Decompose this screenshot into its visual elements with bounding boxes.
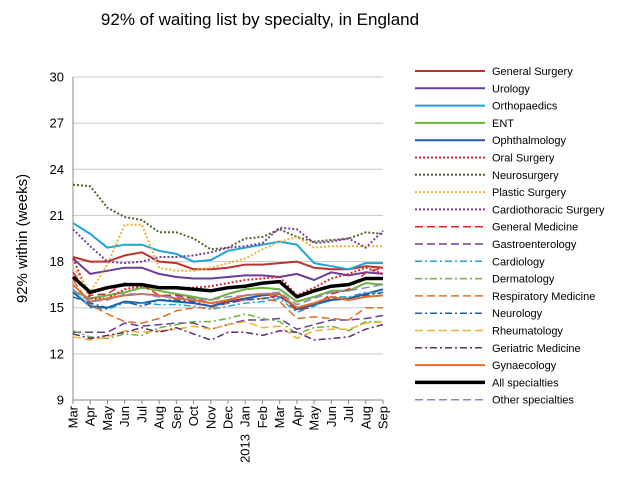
chart-title: 92% of waiting list by specialty, in Eng… xyxy=(100,10,420,29)
series-line-geriatric-medicine xyxy=(72,323,384,341)
series-line-general-surgery xyxy=(72,251,384,271)
legend: General Surgery Urology Orthopaedics ENT Oph… xyxy=(415,66,605,407)
x-tick-label: Jan xyxy=(238,406,253,427)
x-tick-label: Nov xyxy=(203,406,218,430)
legend-label-orthopaedics: Orthopaedics xyxy=(492,101,558,113)
x-tick-label: May xyxy=(307,406,322,431)
x-tick-label: Feb xyxy=(255,406,270,428)
series-line-all-specialties xyxy=(71,275,383,299)
legend-label-respiratory-medicine: Respiratory Medicine xyxy=(492,291,595,303)
axes xyxy=(72,77,383,401)
y-tick-label: 12 xyxy=(50,346,64,361)
legend-label-cardiothoracic-surgery: Cardiothoracic Surgery xyxy=(492,204,605,216)
series-line-rheumatology xyxy=(72,320,384,341)
x-tick-label: Sep xyxy=(169,406,184,429)
x-tick-label: Jun xyxy=(117,406,132,427)
series-line-ent xyxy=(72,282,384,303)
series-lines xyxy=(71,183,384,341)
x-tick-label: Apr xyxy=(289,405,304,426)
legend-label-ent: ENT xyxy=(492,118,514,130)
x-axis-ticks: Mar Apr May Jun Jul Aug Sep Oct Nov Dec Jan Feb Mar A… xyxy=(66,400,391,463)
series-line-neurology xyxy=(72,291,384,309)
series-line-orthopaedics xyxy=(72,222,383,271)
legend-label-general-medicine: General Medicine xyxy=(492,222,578,234)
legend-label-gynaecology: Gynaecology xyxy=(492,360,557,372)
legend-label-ophthalmology: Ophthalmology xyxy=(492,135,566,147)
y-tick-label: 9 xyxy=(57,393,64,408)
series-line-cardiology xyxy=(72,288,384,314)
x-year-label: 2013 xyxy=(238,434,253,463)
legend-label-gastroenterology: Gastroenterology xyxy=(492,239,577,251)
x-tick-label: Aug xyxy=(152,406,167,429)
x-tick-label: Mar xyxy=(272,405,287,428)
legend-label-oral-surgery: Oral Surgery xyxy=(492,153,555,165)
series-line-dermatology xyxy=(72,313,383,340)
x-tick-label: Jul xyxy=(134,406,149,423)
legend-label-all-specialties: All specialties xyxy=(492,377,559,389)
y-axis-label: 92% within (weeks) xyxy=(14,174,31,303)
x-tick-label: Dec xyxy=(221,406,236,430)
series-line-cardiothoracic-surgery xyxy=(72,226,384,265)
y-tick-label: 18 xyxy=(50,254,64,269)
legend-label-dermatology: Dermatology xyxy=(492,274,555,286)
series-line-urology xyxy=(72,257,384,281)
x-tick-label: Oct xyxy=(186,406,201,427)
y-tick-label: 21 xyxy=(50,208,64,223)
series-line-neurosurgery xyxy=(72,183,384,251)
x-tick-label: Apr xyxy=(83,405,98,426)
legend-label-neurology: Neurology xyxy=(492,308,543,320)
legend-label-plastic-surgery: Plastic Surgery xyxy=(492,187,566,199)
x-tick-label: May xyxy=(100,406,115,431)
legend-label-geriatric-medicine: Geriatric Medicine xyxy=(492,343,581,355)
legend-label-cardiology: Cardiology xyxy=(492,256,545,268)
y-tick-label: 24 xyxy=(50,162,64,177)
x-tick-label: Sep xyxy=(376,406,391,429)
legend-label-neurosurgery: Neurosurgery xyxy=(492,170,559,182)
x-tick-label: Aug xyxy=(358,406,373,429)
y-tick-label: 27 xyxy=(50,116,64,131)
y-axis-ticks: 9 12 15 18 21 24 27 30 xyxy=(50,70,64,408)
y-tick-label: 15 xyxy=(50,300,64,315)
series-line-oral-surgery xyxy=(72,258,384,300)
legend-label-urology: Urology xyxy=(492,83,530,95)
legend-label-rheumatology: Rheumatology xyxy=(492,326,563,338)
series-line-gynaecology xyxy=(72,283,384,309)
gridlines xyxy=(73,76,383,401)
series-line-other-specialties xyxy=(72,283,384,306)
y-tick-label: 30 xyxy=(50,70,64,85)
x-tick-label: Mar xyxy=(66,405,81,428)
legend-label-general-surgery: General Surgery xyxy=(492,66,573,78)
legend-label-other-specialties: Other specialties xyxy=(492,395,574,407)
x-tick-label: Jun xyxy=(324,406,339,427)
x-tick-label: Jul xyxy=(341,406,356,423)
